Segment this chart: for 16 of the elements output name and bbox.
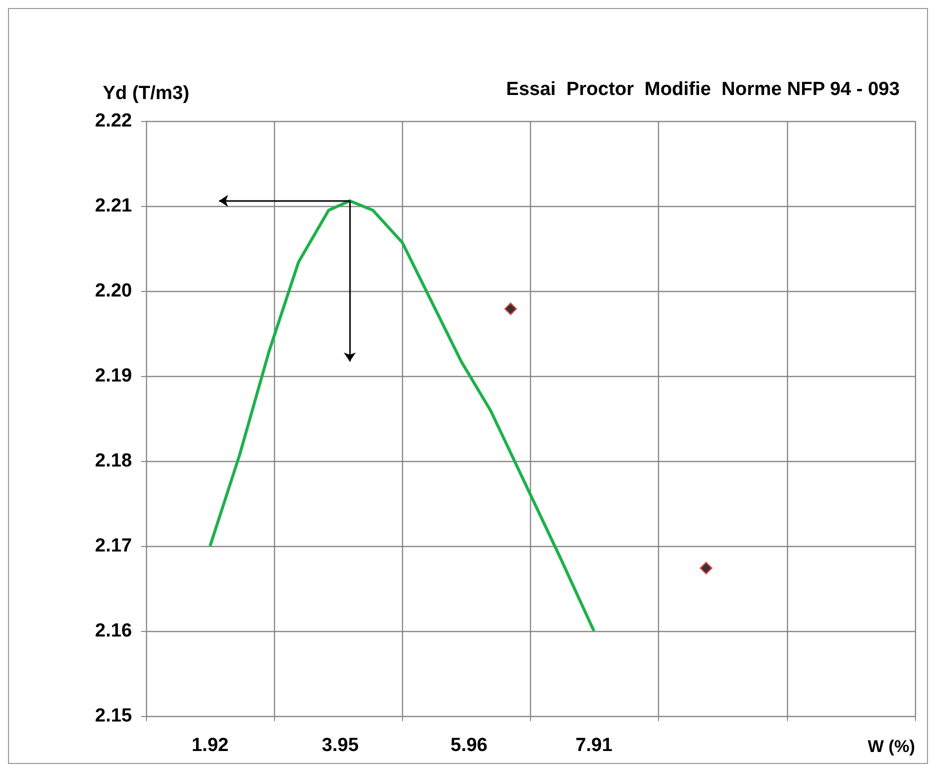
x-tick-label: 1.92 [192, 735, 229, 756]
y-axis-title: Yd (T/m3) [102, 83, 190, 104]
x-axis-title: W (%) [868, 737, 915, 756]
y-tick-label: 2.17 [95, 536, 132, 556]
y-tick-label: 2.18 [95, 450, 132, 472]
chart-title: Essai Proctor Modifie Norme NFP 94 - 093 [506, 79, 900, 100]
x-tick-label: 7.91 [575, 735, 613, 756]
line-series [208, 199, 596, 632]
y-tick-label: 2.20 [95, 280, 132, 302]
y-tick-label: 2.22 [95, 110, 132, 132]
y-tick-label: 2.15 [95, 706, 132, 726]
y-tick-label: 2.19 [95, 366, 132, 386]
x-tick-label: 5.96 [450, 735, 488, 756]
y-tick-label: 2.16 [95, 620, 132, 642]
y-tick-label: 2.21 [95, 196, 132, 216]
x-tick-label: 3.95 [322, 735, 360, 756]
